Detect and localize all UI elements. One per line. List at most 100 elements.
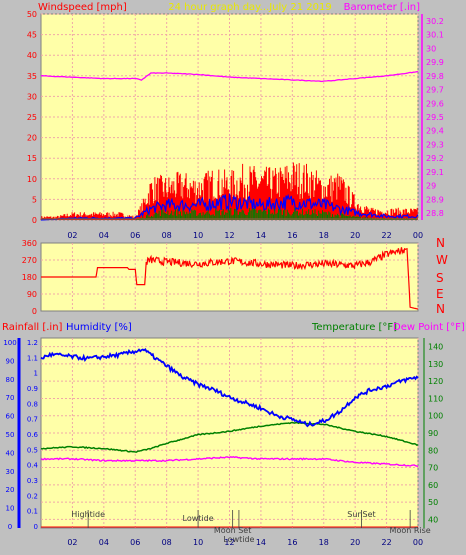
rainfall-tick-label: 0.4 (27, 462, 39, 470)
windspeed-tick-label: 50 (27, 10, 37, 19)
direction-tick-label: 0 (32, 307, 37, 316)
wind-x-tick-label: 08 (162, 231, 172, 240)
dewpoint-axis-label: Dew Point [°F] (393, 322, 465, 333)
climate-x-tick-label: 22 (381, 538, 391, 547)
rainfall-tick-label: 1.1 (27, 354, 38, 362)
climate-x-tick-label: 04 (99, 538, 109, 547)
barometer-tick-label: 28.8 (426, 209, 444, 218)
humidity-tick-label: 100 (3, 339, 16, 347)
direction-tick-label: 90 (27, 290, 37, 299)
tide-event-label: Moon Rise (390, 526, 431, 535)
barometer-tick-label: 29.9 (426, 58, 444, 67)
windspeed-tick-label: 25 (27, 113, 37, 122)
temperature-series (40, 421, 419, 453)
humidity-tick-label: 20 (6, 486, 15, 494)
wind-x-tick-label: 16 (287, 231, 297, 240)
tide-event-label: Hightide (71, 510, 105, 519)
direction-tick-label: 180 (22, 273, 37, 282)
rainfall-tick-label: 1.2 (27, 339, 38, 347)
humidity-axis-label: Humidity [%] (66, 322, 132, 333)
direction-tick-label: 270 (22, 256, 37, 265)
humidity-series (40, 347, 419, 428)
wind-x-tick-label: 06 (130, 231, 140, 240)
tide-event-label: Moon Set (214, 526, 251, 535)
tide-event-label: Lowtide (183, 514, 214, 523)
wind-x-tick-label: 04 (99, 231, 109, 240)
wind-x-tick-label: 18 (319, 231, 329, 240)
barometer-tick-label: 29.4 (426, 127, 444, 136)
windspeed-tick-label: 20 (27, 134, 37, 143)
wind-x-tick-label: 12 (224, 231, 234, 240)
compass-label: W (436, 253, 448, 267)
climate-x-tick-label: 00 (413, 538, 423, 547)
climate-x-tick-label: 06 (130, 538, 140, 547)
barometer-tick-label: 30.2 (426, 17, 444, 26)
windspeed-tick-label: 5 (32, 195, 37, 204)
climate-x-tick-label: 10 (193, 538, 203, 547)
humidity-tick-label: 50 (6, 431, 15, 439)
windspeed-tick-label: 0 (32, 216, 37, 225)
wind-x-tick-label: 20 (350, 231, 360, 240)
windspeed-axis-label: Windspeed [mph] (38, 2, 127, 13)
temperature-tick-label: 130 (428, 360, 443, 369)
rainfall-tick-label: 0 (34, 523, 38, 531)
rainfall-tick-label: 0.5 (27, 446, 38, 454)
dewpoint-series (40, 456, 419, 468)
barometer-tick-label: 30.1 (426, 31, 444, 40)
rainfall-tick-label: 0.3 (27, 477, 38, 485)
wind-direction-series (41, 247, 419, 310)
rainfall-tick-label: 1 (34, 370, 38, 378)
temperature-tick-label: 90 (428, 429, 438, 438)
humidity-tick-label: 80 (6, 376, 15, 384)
humidity-tick-label: 10 (6, 505, 15, 513)
compass-label: N (436, 236, 445, 250)
windspeed-tick-label: 45 (27, 31, 37, 40)
compass-label: E (436, 287, 444, 301)
climate-x-tick-label: 18 (319, 538, 329, 547)
barometer-tick-label: 29.5 (426, 113, 444, 122)
climate-x-tick-label: 20 (350, 538, 360, 547)
windspeed-tick-label: 10 (27, 175, 37, 184)
direction-tick-label: 360 (22, 239, 37, 248)
barometer-tick-label: 29.8 (426, 72, 444, 81)
chart-title: 24 hour graph day...July 21 2019 (168, 2, 331, 13)
temperature-tick-label: 50 (428, 498, 438, 507)
temperature-tick-label: 120 (428, 377, 443, 386)
compass-label: N (436, 302, 445, 316)
barometer-tick-label: 30 (426, 44, 436, 53)
barometer-tick-label: 29 (426, 182, 436, 191)
temperature-tick-label: 70 (428, 464, 438, 473)
barometer-tick-label: 29.6 (426, 99, 444, 108)
wind-x-tick-label: 10 (193, 231, 203, 240)
wind-x-tick-label: 14 (256, 231, 266, 240)
barometer-tick-label: 29.2 (426, 154, 444, 163)
windspeed-tick-label: 15 (27, 154, 37, 163)
rainfall-axis-label: Rainfall [.in] (2, 322, 63, 333)
temperature-tick-label: 40 (428, 515, 438, 524)
wind-x-tick-label: 22 (381, 231, 391, 240)
temperature-tick-label: 140 (428, 343, 443, 352)
climate-x-tick-label: 14 (256, 538, 266, 547)
temperature-tick-label: 100 (428, 412, 443, 421)
rainfall-tick-label: 0.9 (27, 385, 38, 393)
humidity-tick-label: 40 (6, 449, 15, 457)
rainfall-tick-label: 0.6 (27, 431, 39, 439)
climate-x-tick-label: 02 (67, 538, 77, 547)
wind-x-tick-label: 00 (413, 231, 423, 240)
climate-x-tick-label: 16 (287, 538, 297, 547)
rainfall-tick-label: 0.7 (27, 416, 38, 424)
windspeed-tick-label: 35 (27, 72, 37, 81)
climate-x-tick-label: 12 (224, 538, 234, 547)
barometer-axis-label: Barometer [.in] (344, 2, 420, 13)
temperature-tick-label: 60 (428, 481, 438, 490)
temperature-axis-label: Temperature [°F] (311, 322, 397, 333)
humidity-tick-label: 30 (6, 468, 15, 476)
humidity-tick-label: 70 (6, 394, 15, 402)
barometer-tick-label: 29.1 (426, 168, 444, 177)
rainfall-tick-label: 0.1 (27, 508, 38, 516)
humidity-tick-label: 0 (8, 523, 12, 531)
barometer-tick-label: 28.9 (426, 195, 444, 204)
temperature-tick-label: 110 (428, 394, 443, 403)
